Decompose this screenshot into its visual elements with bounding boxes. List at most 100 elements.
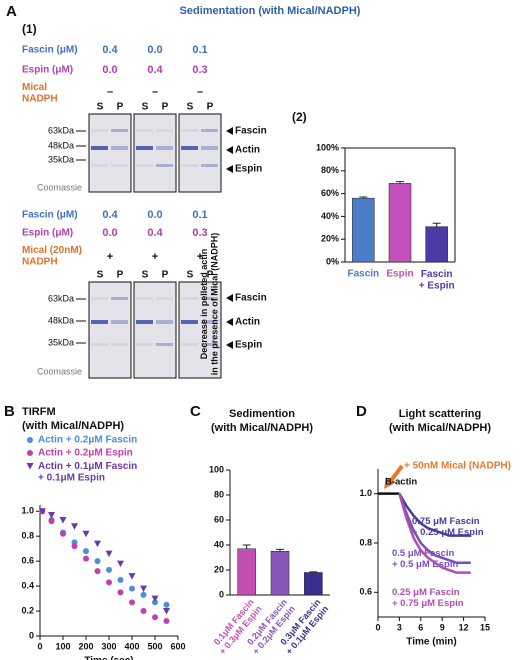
gel-band (181, 164, 198, 167)
gel-band (111, 343, 128, 346)
x-tick-label: 9 (440, 622, 445, 632)
band-label: Actin (235, 145, 260, 156)
point (71, 523, 78, 530)
panel-title: Sedimentation (with Mical/NADPH) (180, 5, 361, 17)
gel-band (156, 129, 173, 132)
series-label: 0.25 μM Fascin + 0.75 μM Espin (392, 587, 464, 609)
band-arrow (226, 341, 233, 349)
x-tick-label: 300 (101, 641, 116, 651)
bar (304, 572, 323, 596)
y-tick-label: 0% (326, 256, 339, 266)
gel-band (156, 146, 173, 150)
y-tick-label: 0.8 (359, 537, 372, 547)
point (38, 508, 46, 515)
gel-band (156, 343, 173, 346)
gel-band (136, 129, 153, 132)
row-value: 0.0 (102, 64, 117, 76)
row-value: 0.4 (147, 64, 163, 76)
lane-label: S (187, 270, 194, 281)
gel-band (201, 320, 218, 324)
row-value: – (152, 86, 158, 98)
x-tick-label: Espin (386, 269, 413, 280)
y-axis-label: Decrease in pelleted actinin the presenc… (199, 233, 219, 376)
lane-label: P (117, 270, 124, 281)
gel-band (156, 320, 173, 324)
row-value: 0.3 (192, 227, 207, 239)
bar (388, 183, 412, 263)
panel-subtitle: (with Mical/NADPH) (22, 420, 124, 432)
x-tick-label: 500 (147, 641, 162, 651)
panel-title: Sedimention (229, 408, 295, 420)
point (129, 585, 135, 592)
gel-band (201, 129, 218, 132)
y-tick-label: 0.6 (21, 556, 34, 566)
band-label: Espin (235, 340, 262, 351)
y-tick-label: 0.8 (21, 531, 34, 541)
legend-marker (27, 450, 33, 456)
gel-band (181, 129, 198, 132)
row-label: Espin (μM) (22, 65, 73, 76)
error-bar (359, 196, 368, 199)
point (48, 518, 55, 525)
panel-subletter: (1) (22, 22, 37, 36)
gel-band (156, 297, 173, 300)
annotation: + 50nM Mical (NADPH) (404, 461, 511, 472)
series-label: 0.75 μM Fascin + 0.25 μM Espin (412, 516, 484, 538)
y-tick-label: 0.6 (359, 587, 372, 597)
y-tick-label: 80% (321, 165, 339, 175)
line (398, 493, 471, 537)
row-label: Fascin (μM) (22, 45, 78, 56)
lane-label: P (162, 270, 169, 281)
point (94, 568, 101, 575)
point (163, 618, 170, 625)
bar (352, 197, 375, 263)
band-label: Espin (235, 164, 262, 175)
lane-label: P (207, 270, 214, 281)
x-axis-label: Time (sec) (84, 656, 133, 660)
legend-marker (27, 437, 33, 443)
y-tick-label: 60 (214, 514, 224, 524)
panel-letter: C (190, 403, 201, 420)
error-bar (242, 544, 251, 549)
band-label: Fascin (235, 126, 267, 137)
point (94, 558, 101, 565)
x-tick-label: 100 (55, 641, 70, 651)
row-value: + (107, 251, 113, 263)
point (117, 560, 124, 568)
lane-label: P (117, 102, 124, 113)
gel-band (181, 343, 198, 346)
gel-band (181, 146, 198, 150)
band-label: Actin (235, 317, 260, 328)
gel-band (136, 320, 153, 324)
error-bar (432, 222, 441, 227)
point (117, 589, 124, 596)
point (60, 530, 66, 537)
x-tick-label: Fascin (347, 269, 379, 280)
error-bar (396, 181, 404, 184)
gel-band (111, 129, 128, 132)
gel-image (178, 281, 222, 379)
point (128, 573, 136, 580)
x-tick-label: 600 (170, 641, 185, 651)
y-tick-label: 1.0 (21, 506, 34, 516)
gel-band (91, 164, 108, 167)
x-tick-label: 6 (418, 622, 423, 632)
gel-band (111, 297, 128, 300)
x-tick-label: Fascin + Espin (419, 269, 455, 292)
gel-image (88, 281, 132, 379)
point (129, 599, 135, 606)
point (83, 555, 89, 562)
y-tick-label: 0 (29, 630, 34, 640)
row-value: – (107, 86, 113, 98)
row-value: 0.4 (147, 227, 163, 239)
gel-band (136, 146, 153, 150)
y-tick-label: 80 (214, 489, 224, 499)
marker-label: 48kDa (48, 140, 74, 150)
row-value: 0.0 (102, 227, 117, 239)
y-tick-label: 40% (321, 211, 339, 221)
y-tick-label: 0.2 (21, 605, 34, 615)
gel-band (91, 129, 108, 132)
point (152, 599, 158, 606)
row-value: + (152, 251, 158, 263)
